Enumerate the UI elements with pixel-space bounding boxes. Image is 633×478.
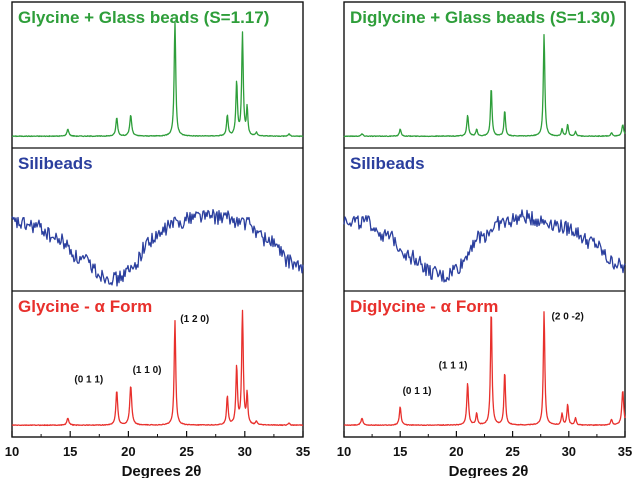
track-title: Diglycine + Glass beads (S=1.30) [350, 8, 616, 27]
series-line [343, 311, 626, 427]
x-tick-label: 25 [179, 444, 193, 459]
x-tick-label: 20 [449, 444, 463, 459]
peak-label: (1 2 0) [180, 314, 209, 325]
x-tick-label: 30 [562, 444, 576, 459]
x-axis-label: Degrees 2θ [449, 463, 529, 478]
peak-label: (0 1 1) [403, 386, 432, 397]
series-line [343, 33, 626, 138]
x-tick-label: 35 [618, 444, 632, 459]
peak-label: (1 1 0) [133, 365, 162, 376]
series-line [11, 20, 304, 138]
peak-label: (1 1 1) [439, 360, 468, 371]
track-title: Silibeads [18, 154, 93, 173]
track-title: Silibeads [350, 154, 425, 173]
series-line [343, 209, 626, 283]
x-tick-label: 15 [63, 444, 77, 459]
x-tick-label: 15 [393, 444, 407, 459]
peak-label: (0 1 1) [74, 374, 103, 385]
x-tick-label: 25 [505, 444, 519, 459]
track-title: Glycine + Glass beads (S=1.17) [18, 8, 269, 27]
peak-label: (2 0 -2) [552, 312, 584, 323]
series-line [11, 208, 304, 287]
track-title: Diglycine - α Form [350, 297, 498, 316]
series-line [11, 309, 304, 427]
x-axis-label: Degrees 2θ [122, 463, 202, 478]
x-tick-label: 20 [121, 444, 135, 459]
panel-frame [343, 1, 626, 438]
x-tick-label: 10 [337, 444, 351, 459]
x-tick-label: 10 [5, 444, 19, 459]
track-title: Glycine - α Form [18, 297, 152, 316]
x-tick-label: 30 [238, 444, 252, 459]
x-tick-label: 35 [296, 444, 310, 459]
